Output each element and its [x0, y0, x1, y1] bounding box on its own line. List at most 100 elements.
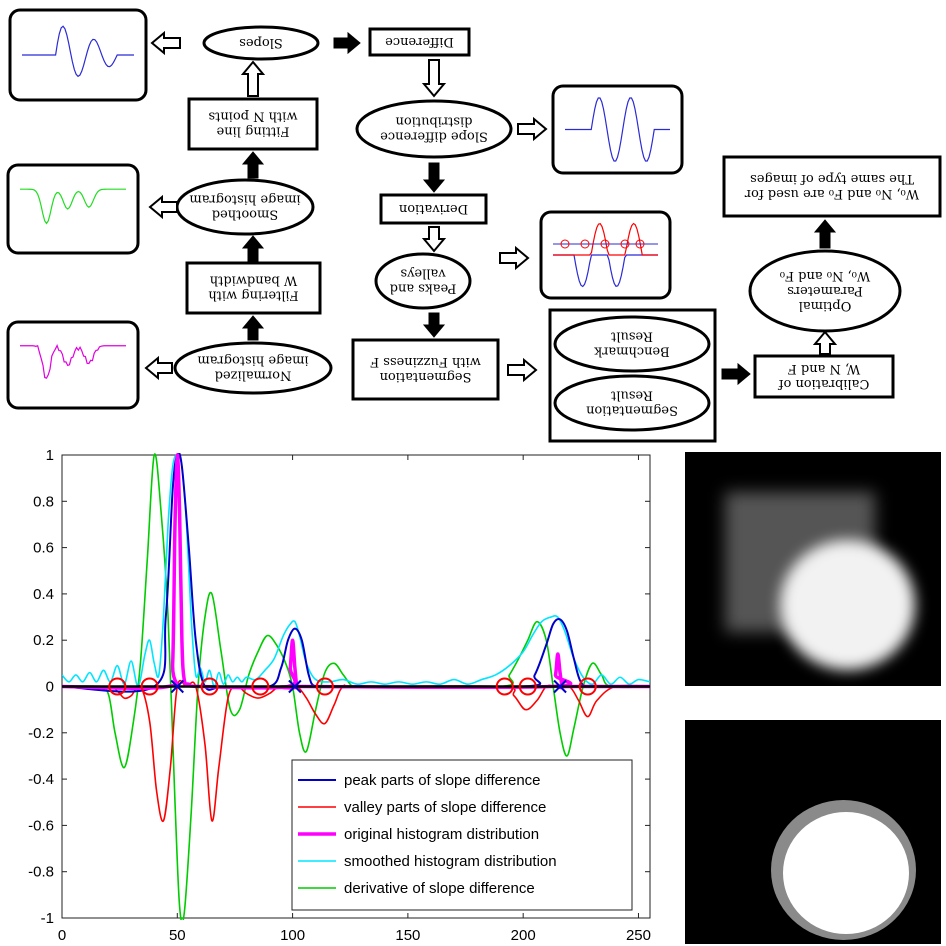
node-optimal-line-2: W₀, N₀ and F₀	[780, 268, 870, 283]
series-line-4	[62, 453, 650, 920]
node-fitting-line-0: Fitting line	[216, 124, 289, 139]
valley-marker	[140, 677, 159, 696]
arrow-filtering-to-smoothed	[241, 235, 265, 263]
legend-label: peak parts of slope difference	[344, 772, 541, 789]
x-tick-label: 0	[58, 927, 66, 944]
thumb-normalized	[6, 320, 140, 410]
y-tick-label: 0.8	[33, 493, 54, 510]
slope-difference-chart: 10.80.60.40.20-0.2-0.4-0.6-0.8-10 50 100 15…	[28, 447, 651, 944]
arrow-slopediff-to-thumb	[517, 116, 548, 142]
arrow-results-to-calibration	[721, 362, 751, 386]
arrow-slopediff-to-derivation	[422, 162, 446, 193]
y-tick-label: -1	[41, 910, 54, 927]
node-slopediff-shape	[355, 99, 513, 159]
node-sametype-line-1: The same type of images	[750, 171, 914, 186]
result-frame	[548, 308, 717, 443]
thumb-slopediff	[551, 84, 684, 175]
arrow-optimal-to-sametype	[813, 219, 837, 249]
arrow-fitting-to-slopes	[240, 60, 266, 97]
arrow-smoothed-to-thumb	[148, 194, 178, 220]
node-fitting-line-1: with N points	[208, 109, 297, 124]
y-tick-label: 0	[46, 679, 54, 696]
thumb-smoothed	[6, 163, 140, 255]
node-derivation-shape	[379, 193, 488, 225]
y-tick-label: 0.6	[33, 540, 54, 557]
legend-label: smoothed histogram distribution	[344, 853, 557, 870]
segmented-disc	[783, 812, 909, 934]
node-calibration-line-1: W, N and F	[788, 361, 860, 376]
node-peaks-shape	[374, 252, 472, 310]
node-slopes: Slopes	[202, 25, 320, 61]
arrow-segfuzzy-to-results	[507, 357, 538, 383]
x-tick-label: 50	[169, 927, 186, 944]
x-tick-label: 250	[626, 927, 651, 944]
node-calibration-shape	[753, 354, 895, 399]
peak-marker	[170, 679, 185, 694]
peak-marker	[288, 679, 302, 694]
node-filtering-line-0: Filtering with	[208, 288, 299, 303]
peak-marker	[553, 679, 567, 694]
y-tick-label: -0.6	[28, 817, 54, 834]
node-optimal-line-1: Parameters	[787, 283, 863, 298]
node-smoothed-line-1: image histogram	[189, 192, 300, 207]
legend: peak parts of slope difference valley par…	[291, 759, 633, 911]
y-tick-label: 0.2	[33, 632, 54, 649]
arrow-normalized-to-thumb	[144, 355, 173, 381]
node-benchmark-line-0: Benchmark	[594, 344, 670, 359]
valley-marker	[578, 677, 597, 696]
arrow-slopes-to-difference	[333, 31, 361, 55]
blurred-disc	[780, 540, 915, 670]
arrow-smoothed-to-fitting	[241, 151, 265, 179]
node-filtering-line-1: W bandwidth	[209, 273, 297, 288]
arrow-calibration-to-optimal	[812, 330, 838, 355]
node-calibration-line-0: Calibration of	[777, 376, 869, 391]
node-filtering-shape	[185, 261, 322, 315]
node-slopediff-line-0: Slope difference	[380, 129, 488, 144]
node-sametype-shape	[722, 155, 942, 218]
valley-marker	[200, 677, 219, 696]
arrow-difference-to-slopediff	[421, 59, 447, 98]
series-line-2	[62, 453, 650, 690]
node-normalized-shape	[173, 341, 333, 395]
y-tick-label: 0.4	[33, 586, 54, 603]
node-normalized-line-1: image histogram	[197, 353, 308, 368]
y-tick-label: -0.8	[28, 864, 54, 881]
valley-marker	[251, 677, 270, 696]
node-difference-line-0: Difference	[385, 34, 454, 49]
node-smoothed-line-0: Smoothed	[212, 207, 279, 222]
thumb-slopes	[8, 8, 148, 102]
node-peaks-line-0: Peaks and	[390, 281, 457, 296]
x-tick-label: 200	[511, 927, 536, 944]
arrow-peaks-to-thumb	[499, 245, 530, 271]
node-normalized-line-0: Normalized	[215, 368, 292, 383]
valley-marker	[108, 677, 127, 696]
arrow-slopes-to-thumb	[150, 30, 181, 56]
legend-label: derivative of slope difference	[344, 880, 535, 897]
blurred-image-panel	[685, 452, 941, 686]
series-line-3	[62, 454, 650, 688]
valley-marker	[518, 677, 537, 696]
y-tick-label: 1	[46, 447, 54, 464]
node-peaks-line-1: valleys	[400, 266, 446, 281]
node-derivation: Derivation	[379, 193, 488, 225]
node-slopediff-line-1: distribution	[395, 114, 473, 129]
y-tick-label: -0.2	[28, 725, 54, 742]
y-tick-label: -0.4	[28, 771, 54, 788]
node-slopes-shape	[202, 25, 320, 61]
arrow-normalized-to-filtering	[241, 315, 265, 341]
thumb-peaks	[539, 210, 672, 300]
node-fitting-shape	[187, 97, 319, 151]
node-derivation-line-0: Derivation	[398, 201, 468, 216]
